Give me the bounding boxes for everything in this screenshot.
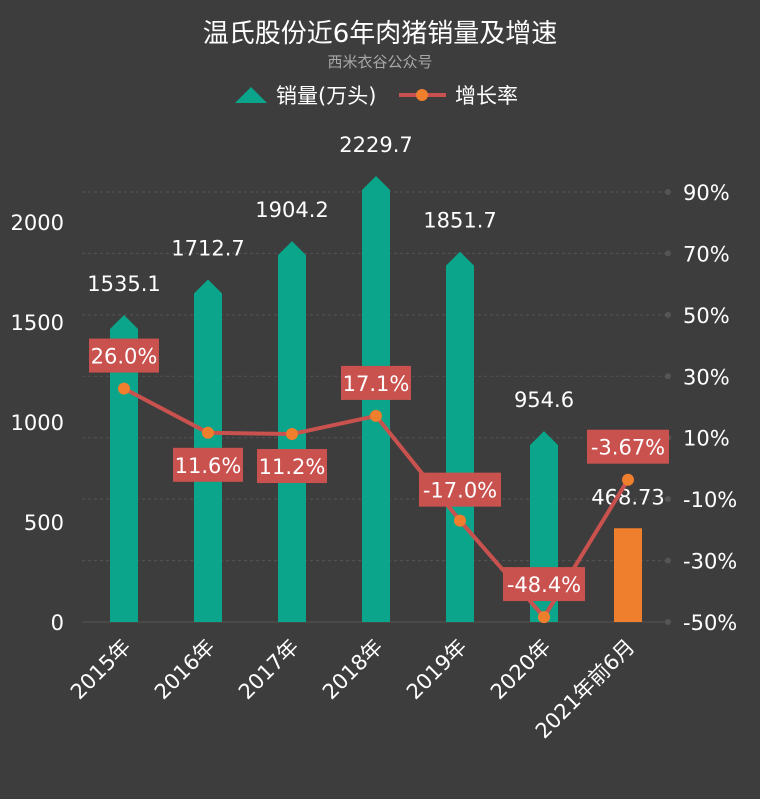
bar-value-label: 1712.7 <box>171 236 244 260</box>
growth-value-label: 17.1% <box>343 372 410 396</box>
gridline-end-dot <box>665 373 671 380</box>
y-right-tick-label: -30% <box>683 550 737 574</box>
legend-line-point <box>416 89 428 101</box>
growth-value-label: -17.0% <box>423 479 497 503</box>
bar-value-label: 1535.1 <box>87 272 160 296</box>
y-axis-right: -50% -30% -10% 10% 30% 50% 70% 90% <box>683 181 737 635</box>
y-axis-left: 0 500 1000 1500 2000 <box>11 211 64 635</box>
bar <box>446 251 474 622</box>
growth-value-label: 11.2% <box>259 455 326 479</box>
y-left-tick-label: 1500 <box>11 311 64 335</box>
growth-value-label: -3.67% <box>591 436 665 460</box>
rate-labels: 26.0% 11.6% 11.2% 17.1% -17.0% -48.4% -3.67% <box>89 338 669 602</box>
growth-point <box>370 409 382 422</box>
chart-title: 温氏股份近6年肉猪销量及增速 <box>203 19 558 49</box>
growth-point <box>622 473 634 486</box>
y-left-tick-label: 0 <box>51 611 64 635</box>
bar <box>614 528 642 622</box>
y-right-tick-label: 30% <box>683 365 730 389</box>
x-tick-label: 2017年 <box>234 635 304 705</box>
growth-label-box <box>173 447 243 482</box>
growth-point <box>202 426 214 439</box>
chart-subtitle: 西米衣谷公众号 <box>327 53 432 71</box>
y-right-tick-label: 70% <box>683 242 730 266</box>
growth-point <box>118 382 130 395</box>
growth-value-label: -48.4% <box>507 573 581 597</box>
gridline-end-dot <box>665 311 671 318</box>
legend: 销量(万头) 增长率 <box>235 84 518 108</box>
growth-value-label: 11.6% <box>175 454 242 478</box>
x-tick-label: 2018年 <box>318 635 388 705</box>
growth-point <box>454 514 466 527</box>
growth-label-box <box>89 338 159 373</box>
y-left-tick-label: 500 <box>24 511 64 535</box>
gridline-end-dot <box>665 496 671 503</box>
bar-value-label: 1904.2 <box>255 198 328 222</box>
gridline-end-dot <box>665 250 671 257</box>
growth-label-box <box>341 365 411 400</box>
y-left-tick-label: 2000 <box>11 211 64 235</box>
y-right-tick-label: 10% <box>683 427 730 451</box>
y-right-tick-label: -10% <box>683 488 737 512</box>
y-right-tick-label: 50% <box>683 304 730 328</box>
gridline-end-dot <box>665 557 671 564</box>
x-tick-label: 2020年 <box>486 635 556 705</box>
x-tick-label: 2019年 <box>402 635 472 705</box>
growth-label-box <box>419 472 501 507</box>
bar-value-label: 2229.7 <box>339 133 412 157</box>
growth-value-label: 26.0% <box>91 345 158 369</box>
bar-value-label: 954.6 <box>514 388 574 412</box>
x-tick-label: 2016年 <box>150 635 220 705</box>
gridline-end-dot <box>665 189 671 195</box>
bar-value-label: 468.73 <box>591 485 664 509</box>
y-left-tick-label: 1000 <box>11 411 64 435</box>
growth-label-box <box>587 429 669 464</box>
growth-point <box>286 428 298 441</box>
growth-label-box <box>503 567 585 602</box>
line-series <box>118 382 634 624</box>
legend-label-sales: 销量(万头) <box>276 84 376 108</box>
bar-labels: 1535.1 1712.7 1904.2 2229.7 1851.7 954.6 468.7… <box>87 133 664 509</box>
y-right-tick-label: 90% <box>683 181 730 205</box>
legend-bar-marker <box>235 87 267 103</box>
growth-point <box>538 611 550 624</box>
bar-value-label: 1851.7 <box>423 209 496 233</box>
x-tick-label: 2015年 <box>66 635 136 705</box>
y-right-tick-label: -50% <box>683 611 737 635</box>
growth-label-box <box>257 449 327 484</box>
legend-label-growth: 增长率 <box>455 84 518 108</box>
